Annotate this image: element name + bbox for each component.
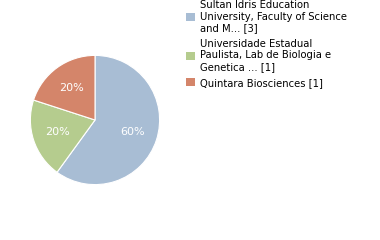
Wedge shape (30, 100, 95, 172)
Wedge shape (57, 55, 160, 185)
Text: 20%: 20% (59, 83, 84, 93)
Text: 60%: 60% (120, 127, 145, 137)
Text: 20%: 20% (45, 127, 70, 137)
Wedge shape (33, 55, 95, 120)
Legend: Sultan Idris Education
University, Faculty of Science
and M... [3], Universidade: Sultan Idris Education University, Facul… (185, 0, 347, 88)
